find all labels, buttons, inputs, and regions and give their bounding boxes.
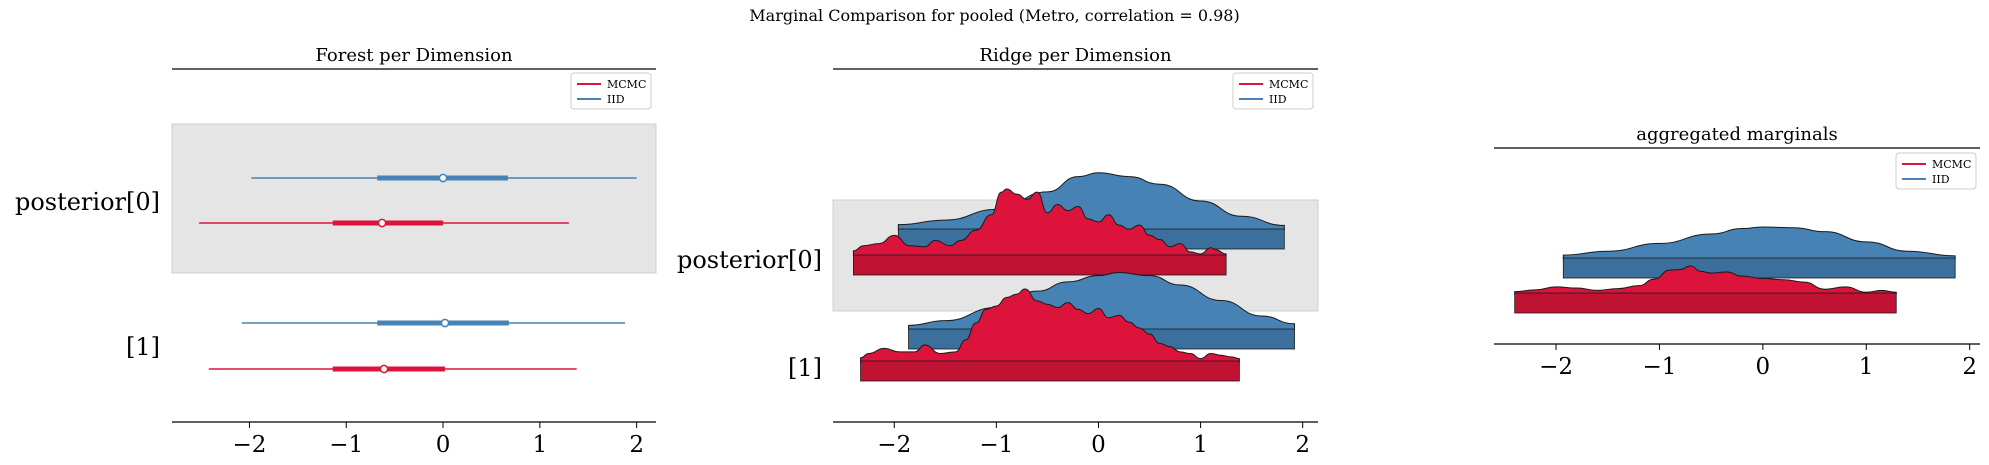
forest-title: Forest per Dimension xyxy=(315,45,513,66)
aggregated-xtick-label: 2 xyxy=(1962,354,1977,380)
aggregated-xtick-label: 1 xyxy=(1859,354,1874,380)
aggregated-density-mcmc-base xyxy=(1514,292,1897,314)
legend-label-mcmc: MCMC xyxy=(1932,158,1971,171)
ridge-xtick-label: −2 xyxy=(877,432,911,458)
aggregated-xtick-label: 0 xyxy=(1756,354,1771,380)
forest-legend: MCMC IID xyxy=(570,72,652,110)
legend-label-mcmc: MCMC xyxy=(1269,78,1308,91)
legend-label-iid: IID xyxy=(607,93,625,106)
forest-xtick-label: 1 xyxy=(533,432,548,458)
legend-label-iid: IID xyxy=(1932,173,1950,186)
aggregated-density-mcmc xyxy=(1514,265,1897,295)
legend-label-iid: IID xyxy=(1269,93,1287,106)
aggregated-xtick-label: −2 xyxy=(1539,354,1573,380)
ridge-density-mcmc xyxy=(852,188,1227,257)
aggregated-title: aggregated marginals xyxy=(1636,124,1837,145)
forest-median-point-mcmc xyxy=(379,364,389,374)
ridge-xtick-label: −1 xyxy=(979,432,1013,458)
ridge-xtick-label: 0 xyxy=(1091,432,1106,458)
forest-median-point-iid xyxy=(438,173,448,183)
forest-ylabel: posterior[0] xyxy=(15,188,160,216)
aggregated-density-iid xyxy=(1562,226,1956,260)
forest-median-point-iid xyxy=(440,318,450,328)
ridge-density-mcmc xyxy=(860,288,1240,363)
legend-label-mcmc: MCMC xyxy=(607,78,646,91)
forest-highlight-band xyxy=(171,123,657,274)
ridge-legend: MCMC IID xyxy=(1232,72,1314,110)
ridge-xtick-label: 2 xyxy=(1295,432,1310,458)
forest-ylabel: [1] xyxy=(126,333,160,361)
aggregated-legend: MCMC IID xyxy=(1895,152,1977,190)
forest-xtick-label: −1 xyxy=(329,432,363,458)
ridge-ylabel: posterior[0] xyxy=(677,246,822,274)
ridge-density-mcmc-base xyxy=(853,254,1227,276)
ridge-xtick-label: 1 xyxy=(1193,432,1208,458)
forest-median-point-mcmc xyxy=(377,218,387,228)
aggregated-density-iid-base xyxy=(1562,257,1956,279)
ridge-density-mcmc-base xyxy=(860,360,1240,382)
ridge-title: Ridge per Dimension xyxy=(979,45,1172,66)
aggregated-xtick-label: −1 xyxy=(1642,354,1676,380)
figure-title: Marginal Comparison for pooled (Metro, c… xyxy=(749,6,1240,25)
ridge-ylabel: [1] xyxy=(788,354,822,382)
forest-xtick-label: 0 xyxy=(436,432,451,458)
forest-xtick-label: −2 xyxy=(232,432,266,458)
forest-xtick-label: 2 xyxy=(629,432,644,458)
